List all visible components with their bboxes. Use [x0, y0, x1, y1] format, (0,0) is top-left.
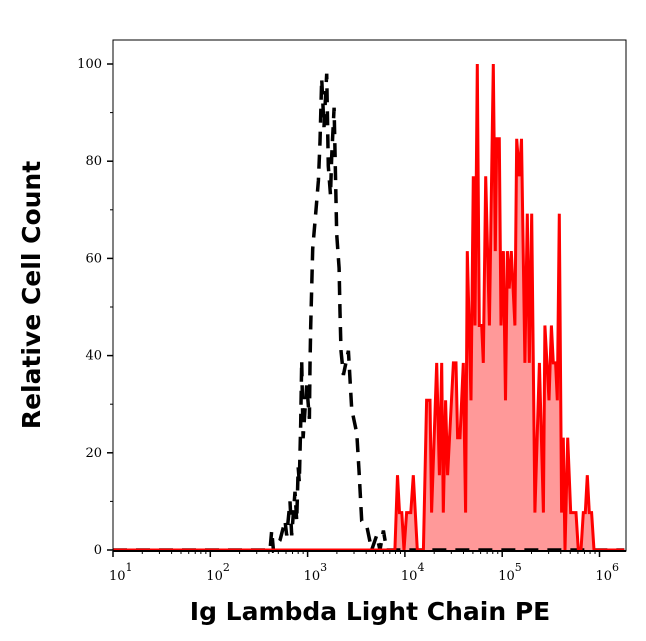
- x-tick-label: 101: [109, 561, 133, 584]
- x-tick-base: 10: [304, 569, 321, 584]
- x-tick-exponent: 4: [417, 561, 424, 574]
- x-tick-exponent: 1: [126, 561, 133, 574]
- x-tick-base: 10: [206, 569, 223, 584]
- series-line-control: [113, 73, 625, 553]
- x-tick-exponent: 3: [320, 561, 327, 574]
- y-tick-label: 60: [85, 251, 102, 266]
- x-tick-label: 104: [401, 561, 425, 584]
- y-tick-label: 0: [94, 543, 102, 558]
- x-tick-base: 10: [401, 569, 418, 584]
- x-tick-base: 10: [109, 569, 126, 584]
- x-tick-exponent: 2: [223, 561, 230, 574]
- plot-area: [112, 39, 627, 553]
- x-tick-exponent: 6: [612, 561, 619, 574]
- y-axis: 0 20 40 60 80 100: [77, 57, 113, 558]
- series-line-ig-lambda: [113, 63, 625, 552]
- series-fill-ig-lambda: [113, 64, 625, 550]
- y-tick-label: 40: [85, 349, 102, 364]
- y-tick-label: 80: [85, 154, 102, 169]
- x-tick-base: 10: [498, 569, 515, 584]
- x-tick-label: 102: [206, 561, 230, 584]
- x-tick-label: 105: [498, 561, 522, 584]
- x-tick-exponent: 5: [515, 561, 522, 574]
- x-tick-base: 10: [596, 569, 613, 584]
- y-tick-label: 20: [85, 446, 102, 461]
- y-axis-label: Relative Cell Count: [17, 161, 46, 429]
- x-axis-label: Ig Lambda Light Chain PE: [190, 597, 550, 626]
- x-tick-label: 106: [596, 561, 620, 584]
- y-tick-label: 100: [77, 57, 102, 72]
- x-tick-label: 103: [304, 561, 328, 584]
